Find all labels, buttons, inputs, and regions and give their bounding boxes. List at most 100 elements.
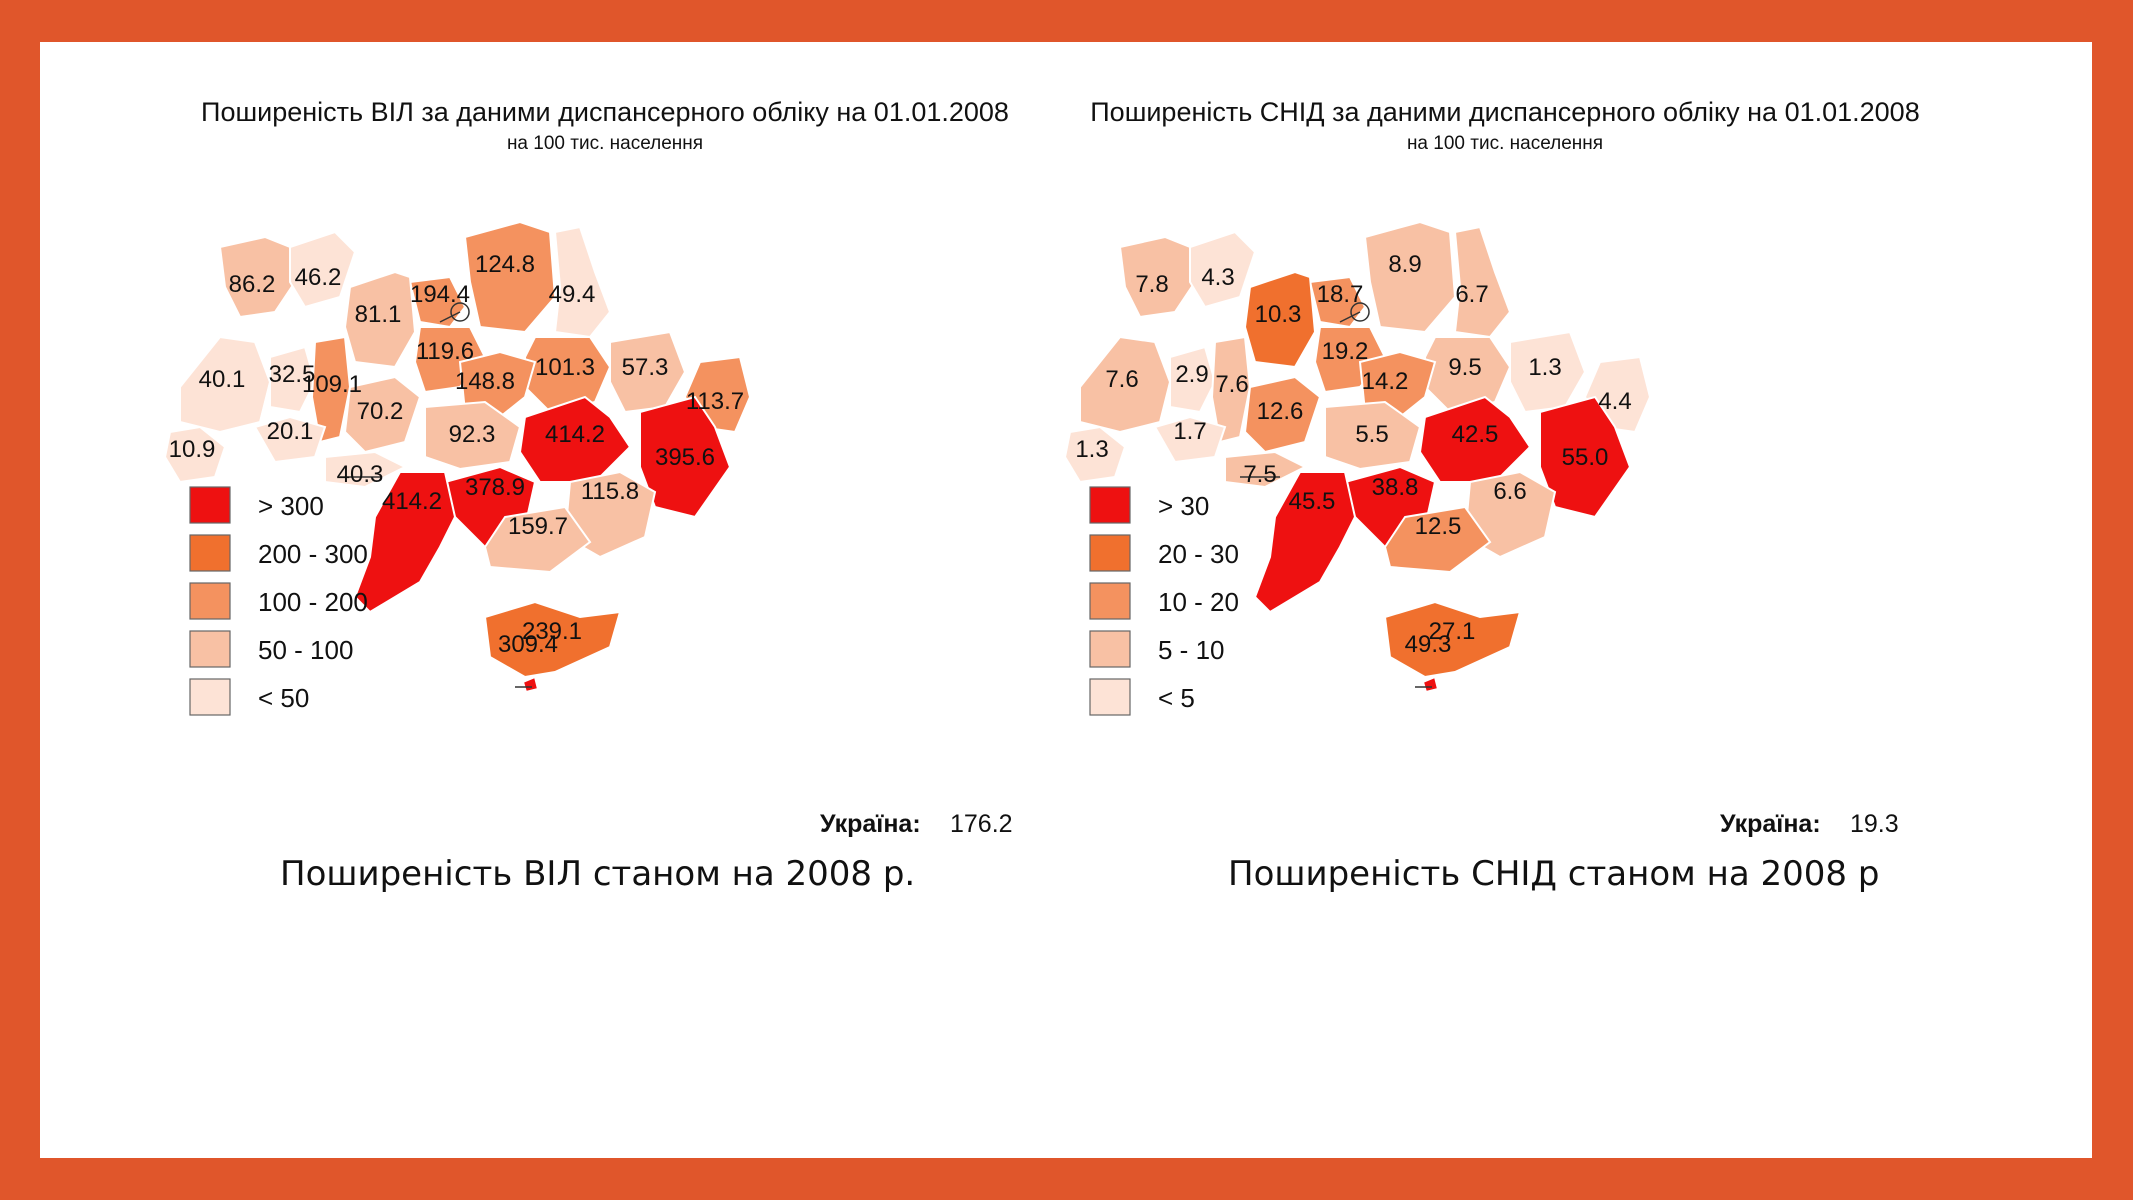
- region-value-label: 57.3: [622, 354, 669, 381]
- legend-swatch: [189, 534, 231, 572]
- region-value-label: 10.9: [169, 436, 216, 463]
- region-value-label: 7.6: [1215, 371, 1248, 398]
- hiv-map-title: Поширеність ВІЛ за даними диспансерного …: [201, 97, 1009, 127]
- region-value-label: 32.5: [269, 361, 316, 388]
- region-value-label: 1.3: [1075, 436, 1108, 463]
- region-shape: [324, 450, 408, 489]
- regions-group: [163, 220, 752, 694]
- legend-swatch: [189, 678, 231, 716]
- region-shape: [463, 220, 557, 334]
- region-value-label: 414.2: [382, 488, 442, 515]
- legend-label: > 300: [258, 491, 324, 521]
- region-value-label: 395.6: [655, 444, 715, 471]
- region-shape: [518, 395, 632, 483]
- region-value-label: 119.6: [416, 338, 474, 365]
- region-shape: [1383, 505, 1492, 574]
- region-value-label: 40.3: [337, 461, 384, 488]
- region-shape: [1453, 225, 1512, 339]
- region-shape: [483, 600, 622, 679]
- region-value-label: 38.8: [1372, 474, 1419, 501]
- region-value-label: 101.3: [535, 354, 595, 381]
- region-shape: [1253, 471, 1357, 614]
- region-shape: [269, 345, 317, 414]
- region-shape: [1118, 235, 1197, 319]
- region-value-label: 19.2: [1322, 338, 1369, 365]
- region-value-label: 414.2: [545, 421, 605, 448]
- region-shape: [1383, 600, 1522, 679]
- region-value-label: 86.2: [229, 271, 276, 298]
- region-shape: [424, 400, 522, 471]
- legend-label: < 5: [1158, 683, 1195, 713]
- region-value-label: 239.1: [522, 618, 582, 645]
- city-marker: [450, 302, 470, 322]
- total-label: Україна:: [820, 810, 921, 838]
- legend-swatch: [1089, 582, 1131, 620]
- legend: > 30 20 - 30 10 - 20 5 - 10 < 5: [1089, 486, 1239, 716]
- region-shape: [1063, 425, 1127, 484]
- region-shape: [1243, 270, 1317, 369]
- legend-label: < 50: [258, 683, 309, 713]
- total-label: Україна:: [1720, 810, 1821, 838]
- legend-label: 10 - 20: [1158, 587, 1239, 617]
- hiv-caption: Поширеність ВІЛ станом на 2008 р.: [280, 854, 916, 894]
- region-value-label: 20.1: [267, 418, 314, 445]
- legend: > 300 200 - 300 100 - 200 50 - 100 < 50: [189, 486, 368, 716]
- region-value-label: 46.2: [295, 264, 342, 291]
- region-value-label: 5.5: [1355, 421, 1388, 448]
- region-value-label: 115.8: [581, 478, 639, 505]
- region-shape: [1153, 415, 1227, 464]
- region-shape: [343, 270, 417, 369]
- legend-label: 5 - 10: [1158, 635, 1225, 665]
- aids-map-title: Поширеність СНІД за даними диспансерного…: [1090, 97, 1920, 127]
- region-shape: [353, 471, 457, 614]
- region-shape: [1421, 675, 1440, 694]
- region-value-label: 92.3: [449, 421, 496, 448]
- legend-swatch: [1089, 486, 1131, 524]
- region-shape: [310, 335, 352, 444]
- region-value-label: 42.5: [1452, 421, 1499, 448]
- region-value-label: 6.6: [1493, 478, 1526, 505]
- legend-swatch: [189, 486, 231, 524]
- aids-choropleth-map: 7.8 4.3 18.7 8.9 6.7 10.3 7.6 2.9 7.6 19.2 9.5 1.3 1…: [1063, 220, 1899, 838]
- legend-label: 50 - 100: [258, 635, 353, 665]
- region-value-label: 2.9: [1175, 361, 1208, 388]
- region-value-label: 9.5: [1448, 354, 1481, 381]
- region-value-label: 113.7: [686, 388, 744, 415]
- region-value-label: 1.7: [1173, 418, 1206, 445]
- region-shape: [483, 505, 592, 574]
- region-value-label: 124.8: [475, 251, 535, 278]
- region-shape: [1539, 395, 1632, 519]
- legend-swatch: [1089, 534, 1131, 572]
- leader-line: [1339, 311, 1361, 323]
- region-value-label: 40.1: [199, 366, 246, 393]
- legend-label: 200 - 300: [258, 539, 368, 569]
- region-value-label: 81.1: [355, 301, 402, 328]
- slide: 86.2 46.2 194.4 124.8 49.4 81.1 40.1 32.5 109.1 1…: [40, 42, 2092, 1158]
- region-value-label: 4.4: [1598, 388, 1631, 415]
- region-value-label: 14.2: [1362, 368, 1409, 395]
- region-shape: [521, 675, 540, 694]
- legend-swatch: [1089, 630, 1131, 668]
- region-value-label: 10.3: [1255, 301, 1302, 328]
- legend-label: 20 - 30: [1158, 539, 1239, 569]
- region-value-label: 12.5: [1415, 513, 1462, 540]
- region-shape: [1210, 335, 1252, 444]
- total-value: 19.3: [1850, 810, 1899, 838]
- region-shape: [639, 395, 732, 519]
- region-shape: [1324, 400, 1422, 471]
- region-value-label: 45.5: [1289, 488, 1336, 515]
- region-value-label: 7.5: [1243, 461, 1276, 488]
- city-marker: [1350, 302, 1370, 322]
- region-value-label: 109.1: [302, 371, 362, 398]
- leader-line: [439, 311, 461, 323]
- region-value-label: 27.1: [1429, 618, 1476, 645]
- region-shape: [1169, 345, 1217, 414]
- region-shape: [1224, 450, 1308, 489]
- region-shape: [289, 230, 357, 309]
- region-shape: [1243, 375, 1322, 454]
- region-value-label: 7.6: [1105, 366, 1138, 393]
- region-value-label: 7.8: [1135, 271, 1168, 298]
- legend-label: > 30: [1158, 491, 1209, 521]
- region-shape: [163, 425, 227, 484]
